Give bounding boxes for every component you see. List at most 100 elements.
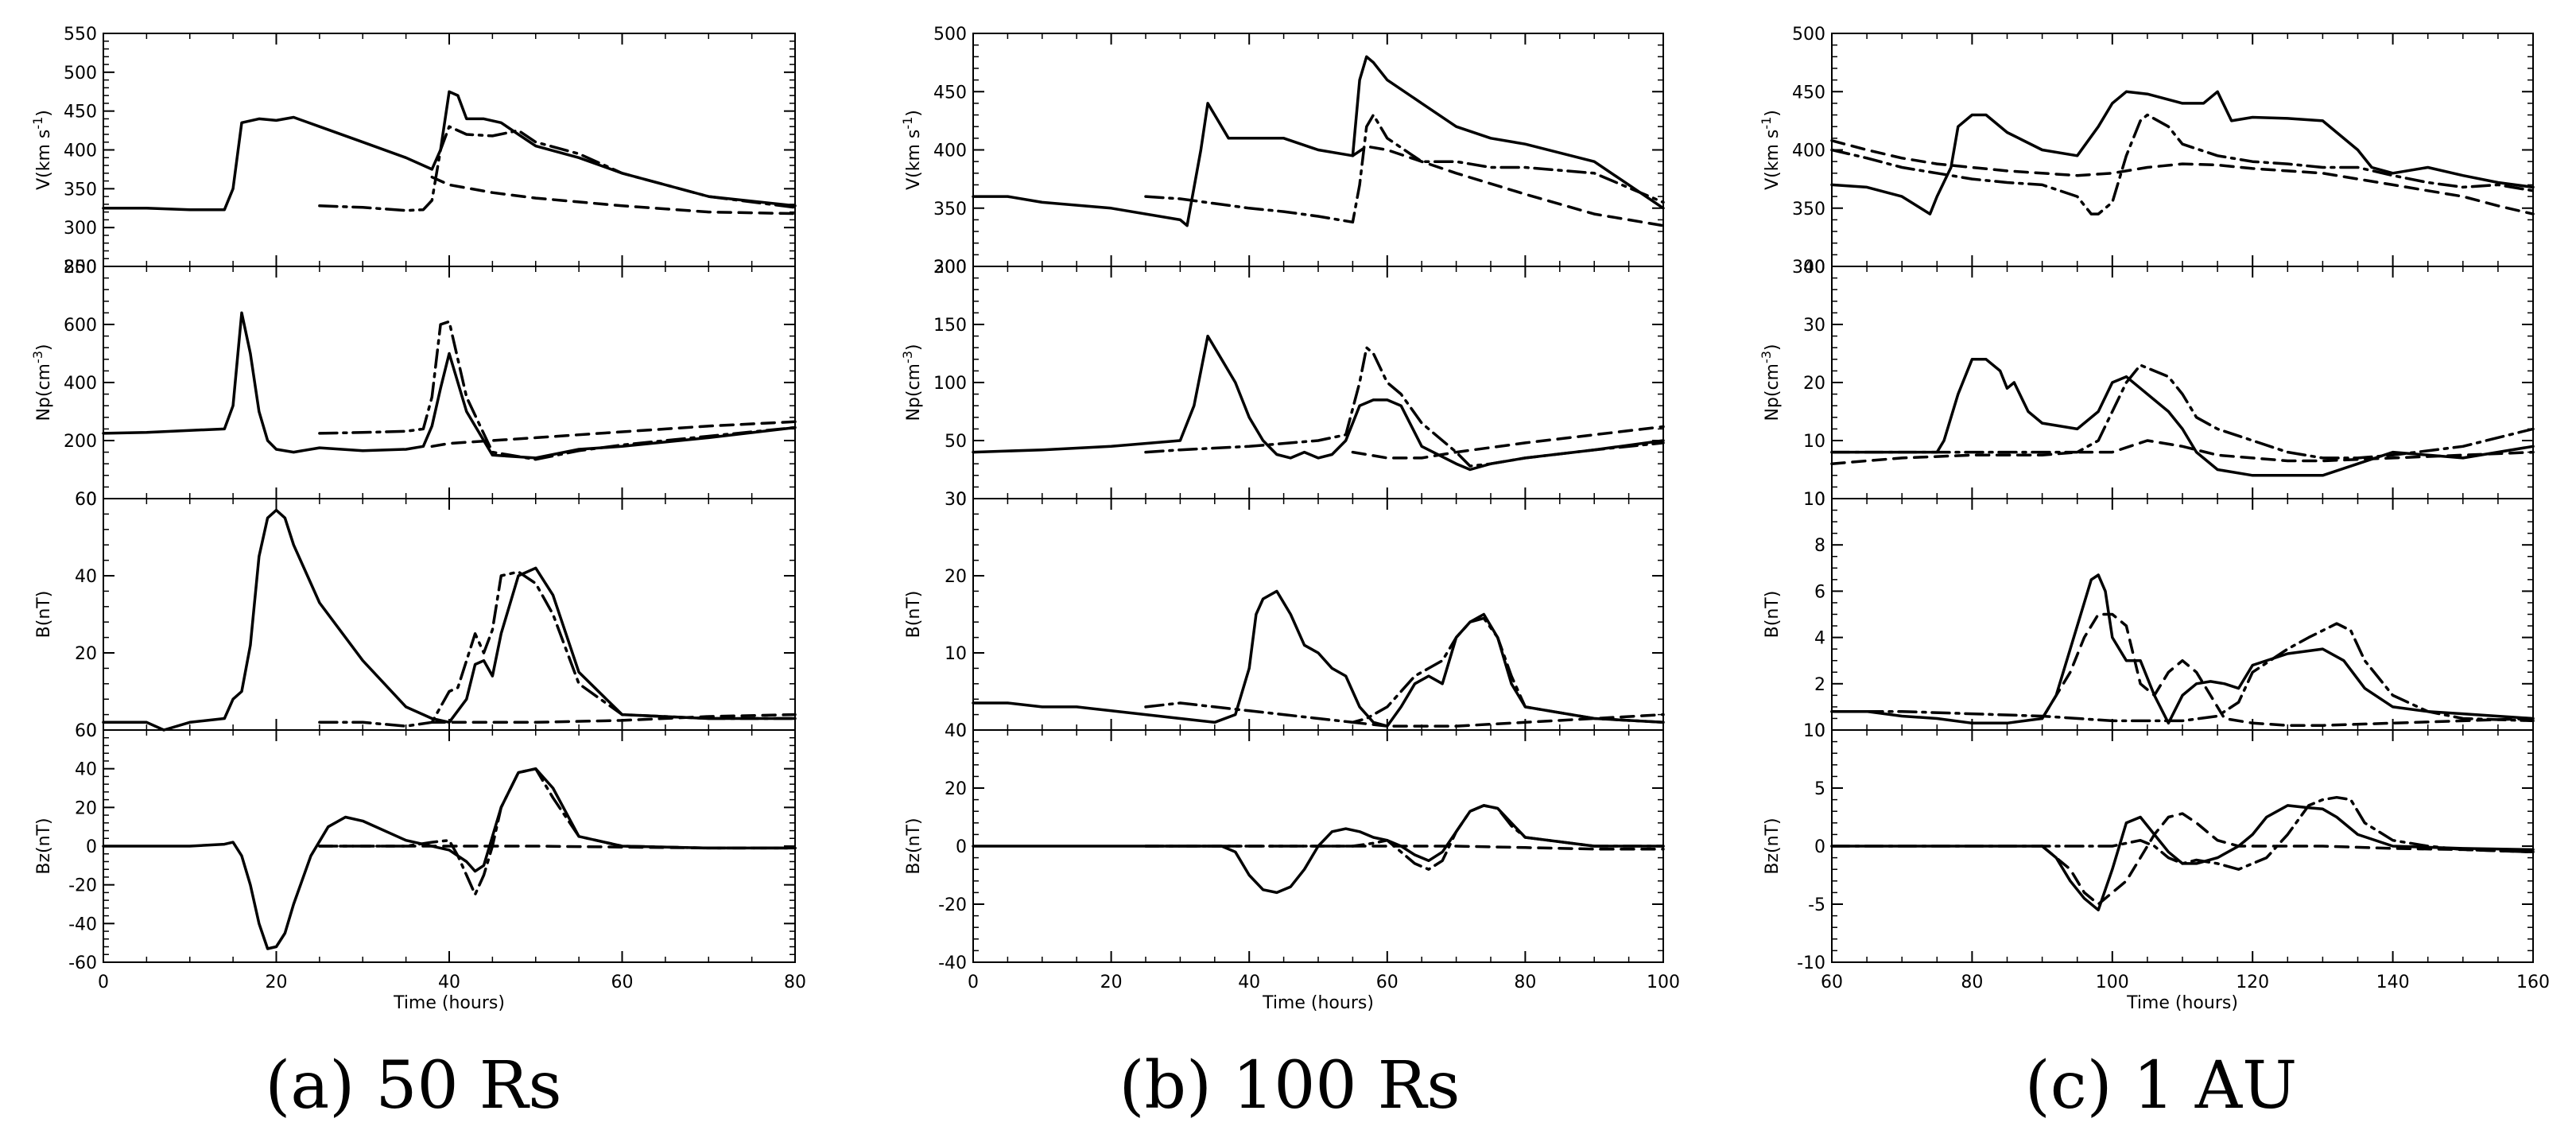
chart-a: (a) 50 Rs Time (hours) 25030035040045050… <box>30 25 806 1124</box>
y-tick-label: 300 <box>933 258 967 278</box>
series-solid-b-3 <box>972 589 1665 728</box>
plot-frame-a-2 <box>103 266 796 499</box>
panel-b-4: -40 -20 0 20 40 Bz(nT) <box>904 721 1665 973</box>
y-tick-label: 400 <box>1792 142 1825 161</box>
x-tick-label: 60 <box>1376 973 1399 992</box>
y-tick-label: 20 <box>75 798 97 818</box>
xlabel-a: Time (hours) <box>393 993 505 1013</box>
y-tick-label: -40 <box>68 915 97 934</box>
y-tick-label: 450 <box>933 83 967 103</box>
series-solid-a-3 <box>102 508 797 732</box>
y-tick-label: 8 <box>1814 536 1825 556</box>
ylabel-c-1: V(km s-1) <box>1759 110 1783 190</box>
y-tick-label: 0 <box>86 490 97 510</box>
y-tick-label: 350 <box>933 200 967 219</box>
panel-c-4: -10 -5 0 5 10 Bz(nT) <box>1763 721 2535 973</box>
y-tick-label: 20 <box>945 779 967 799</box>
series-dashdot-a-3 <box>318 570 797 728</box>
series-solid-b-1 <box>972 55 1665 227</box>
series-dashdot-c-2 <box>1830 363 2535 460</box>
chart-c: (c) 1 AU Time (hours) 300350400450500V(k… <box>1759 25 2550 1124</box>
panel-b-1: 300 350 400 450 500 V(km s-1) <box>900 25 1665 278</box>
y-tick-label: 200 <box>933 258 967 278</box>
series-dashed-b-2 <box>1351 425 1665 460</box>
panel-a-2: 0 200 400 600 800 Np(cm-3) <box>30 258 797 510</box>
plot-frame-c-2 <box>1831 266 2534 499</box>
ylabel-c-3: B(nT) <box>1763 591 1783 639</box>
ylabel-b-3: B(nT) <box>904 591 924 639</box>
y-tick-label: 50 <box>945 432 967 452</box>
y-tick-label: 40 <box>945 721 967 741</box>
ylabel-a-2: Np(cm-3) <box>30 344 54 421</box>
y-tick-label: 350 <box>64 180 97 200</box>
y-tick-label: 40 <box>75 760 97 780</box>
xlabel-b: Time (hours) <box>1262 993 1374 1013</box>
y-tick-label: 250 <box>64 258 97 278</box>
x-tick-label: 100 <box>2096 973 2129 992</box>
y-tick-label: 450 <box>64 103 97 122</box>
x-tick-label: 60 <box>1821 973 1843 992</box>
y-tick-label: 30 <box>945 490 967 510</box>
series-dashed-a-3 <box>430 713 797 724</box>
y-tick-label: 600 <box>64 316 97 336</box>
y-tick-label: -40 <box>938 953 967 973</box>
series-dashed-b-3 <box>1351 713 1665 728</box>
series-solid-a-2 <box>102 311 797 460</box>
panel-c-1: 300 350 400 450 500 V(km s-1) <box>1759 25 2535 278</box>
y-tick-label: 300 <box>1792 258 1825 278</box>
panel-a-3: 0 20 40 60 B(nT) <box>34 490 797 741</box>
series-solid-a-4 <box>102 767 797 950</box>
y-tick-label: 10 <box>1803 721 1825 741</box>
y-tick-label: 30 <box>1803 316 1825 336</box>
y-tick-label: -5 <box>1808 895 1825 915</box>
y-tick-label: 20 <box>1803 374 1825 394</box>
y-tick-label: 0 <box>86 837 97 857</box>
ylabel-b-2: Np(cm-3) <box>900 344 924 421</box>
y-tick-label: 200 <box>64 432 97 452</box>
series-solid-c-4 <box>1830 804 2535 912</box>
series-dashdot-b-4 <box>1144 804 1665 871</box>
y-tick-label: 2 <box>1814 675 1825 695</box>
series-solid-a-1 <box>102 90 797 212</box>
series-solid-c-2 <box>1830 358 2535 477</box>
ylabel-a-1: V(km s-1) <box>30 110 54 190</box>
series-dashed-c-3 <box>2040 612 2535 727</box>
series-dashed-a-4 <box>318 845 797 850</box>
caption-b: (b) 100 Rs <box>1119 1048 1461 1124</box>
ylabel-c-2: Np(cm-3) <box>1759 344 1783 421</box>
y-tick-label: 300 <box>64 219 97 239</box>
y-tick-label: 100 <box>933 374 967 394</box>
series-dashed-c-1 <box>1830 139 2535 216</box>
panel-b-3: 0 10 20 30 B(nT) <box>904 490 1665 741</box>
y-tick-label: 5 <box>1814 779 1825 799</box>
caption-a: (a) 50 Rs <box>265 1048 561 1124</box>
x-tick-label: 20 <box>266 973 288 992</box>
series-dashdot-b-3 <box>1144 616 1665 724</box>
y-tick-label: 0 <box>86 721 97 741</box>
y-tick-label: 20 <box>945 567 967 587</box>
plot-frame-b-3 <box>972 498 1664 731</box>
series-solid-b-2 <box>972 334 1665 472</box>
series-dashed-a-1 <box>430 175 797 216</box>
x-tick-label: 0 <box>968 973 979 992</box>
xlabel-c: Time (hours) <box>2126 993 2238 1013</box>
y-tick-label: 10 <box>1803 490 1825 510</box>
x-tick-label: 80 <box>1514 973 1536 992</box>
plot-frame-b-2 <box>972 266 1664 499</box>
x-tick-label: 0 <box>98 973 109 992</box>
y-tick-label: 400 <box>64 374 97 394</box>
y-tick-label: 6 <box>1814 582 1825 602</box>
series-dashed-c-4 <box>2040 812 2535 906</box>
series-solid-c-1 <box>1830 90 2535 216</box>
y-tick-label: 450 <box>1792 83 1825 103</box>
y-tick-label: 60 <box>75 490 97 510</box>
y-tick-label: 0 <box>1814 837 1825 857</box>
y-tick-label: 10 <box>1803 432 1825 452</box>
y-tick-label: 500 <box>1792 25 1825 45</box>
ylabel-a-4: Bz(nT) <box>34 817 54 874</box>
y-tick-label: 60 <box>75 721 97 741</box>
y-tick-label: 40 <box>75 567 97 587</box>
panel-a-4: -60 -40 -20 0 20 40 60 Bz(nT) <box>34 721 797 973</box>
y-tick-label: 500 <box>64 64 97 83</box>
